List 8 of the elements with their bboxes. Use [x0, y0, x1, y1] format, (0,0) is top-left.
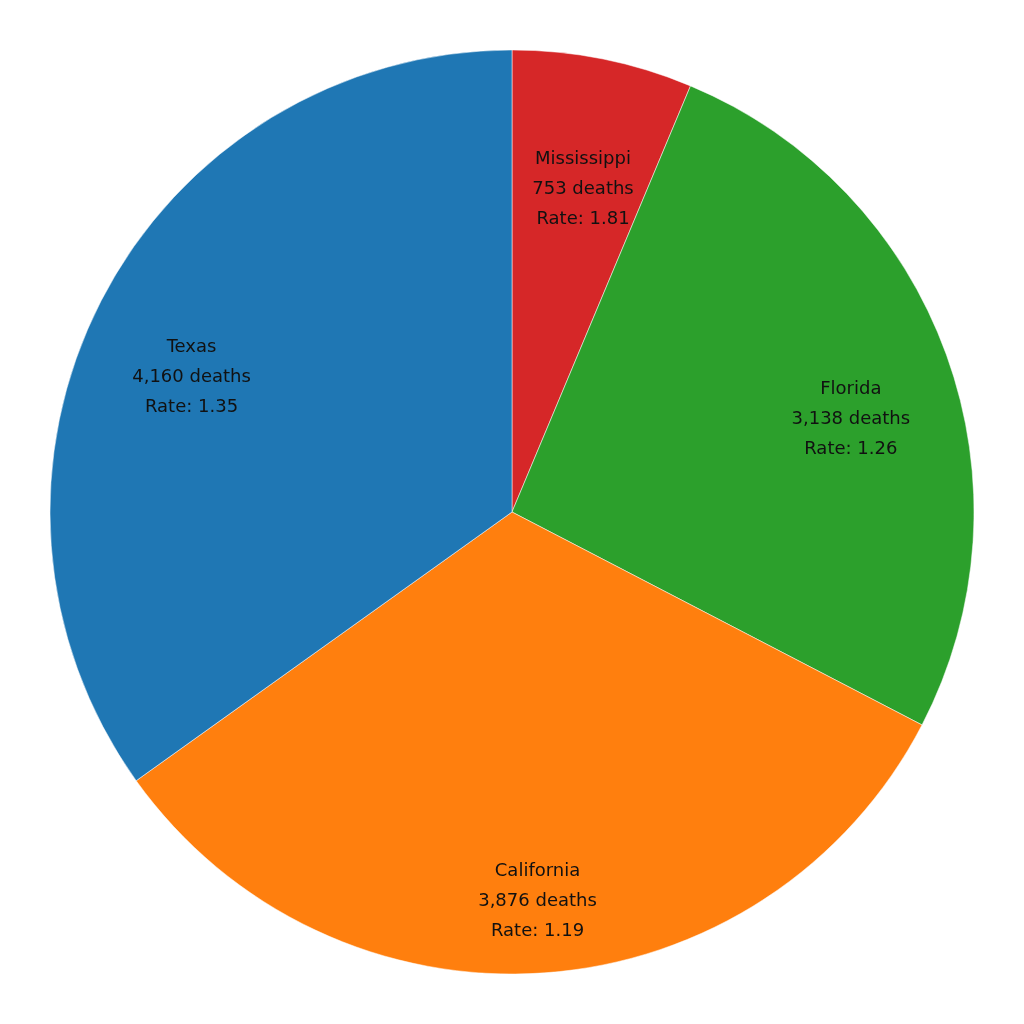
data-label: 753 deaths Rate: 1.81 [532, 176, 634, 228]
data-label: 3,876 deaths Rate: 1.19 [478, 889, 597, 941]
slice-label: California [494, 859, 581, 881]
slice-label: Texas [165, 335, 217, 357]
data-label: 4,160 deaths Rate: 1.35 [132, 365, 251, 417]
slice-label: Florida [820, 377, 882, 399]
slice-label: Mississippi [535, 146, 631, 168]
data-label: 3,138 deaths Rate: 1.26 [791, 407, 911, 459]
